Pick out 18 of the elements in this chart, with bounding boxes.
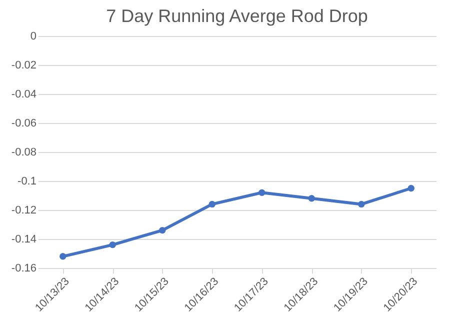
point bbox=[408, 184, 414, 192]
y-tick-label: -0.04 bbox=[11, 88, 36, 100]
y-tick-label: -0.14 bbox=[11, 234, 36, 246]
point bbox=[208, 200, 216, 208]
y-tick-label: -0.12 bbox=[11, 204, 36, 216]
point bbox=[258, 189, 266, 196]
y-tick-label: 0 bbox=[30, 30, 36, 42]
point bbox=[358, 200, 365, 208]
point bbox=[308, 195, 315, 202]
point bbox=[60, 253, 66, 260]
chart-title: 7 Day Running Averge Rod Drop bbox=[106, 6, 368, 26]
y-tick-label: -0.16 bbox=[11, 262, 36, 274]
y-tick-label: -0.02 bbox=[11, 60, 36, 72]
y-tick-label: -0.06 bbox=[11, 118, 36, 130]
y-tick-label: -0.1 bbox=[18, 176, 36, 188]
y-tick-label: -0.08 bbox=[11, 146, 36, 158]
point bbox=[159, 226, 166, 234]
point bbox=[109, 241, 116, 248]
